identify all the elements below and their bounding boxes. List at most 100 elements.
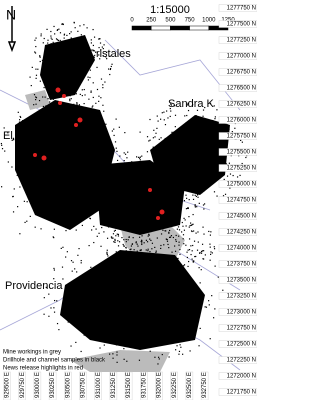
sample-dot xyxy=(98,158,100,160)
sample-dot xyxy=(174,105,176,107)
sample-dot xyxy=(141,240,143,242)
sample-dot xyxy=(226,124,229,126)
sample-dot xyxy=(37,68,39,70)
sample-dot xyxy=(186,197,188,199)
sample-dot xyxy=(186,114,188,117)
sample-dot xyxy=(140,249,142,252)
sample-dot xyxy=(146,328,148,330)
sample-dot xyxy=(208,230,210,233)
sample-dot xyxy=(43,297,45,299)
sample-dot xyxy=(115,251,117,253)
sample-dot xyxy=(61,142,64,144)
sample-dot xyxy=(148,233,150,235)
sample-dot xyxy=(137,156,140,158)
sample-dot xyxy=(145,174,147,176)
sample-dot xyxy=(56,322,59,325)
northing-label: 1275500 N xyxy=(227,150,256,156)
sample-dot xyxy=(124,153,127,155)
sample-dot xyxy=(117,235,120,237)
sample-dot xyxy=(205,140,207,142)
sample-dot xyxy=(114,241,116,243)
sample-dot xyxy=(160,233,163,235)
sample-dot xyxy=(47,42,49,44)
sample-dot xyxy=(109,305,112,307)
arrow xyxy=(7,6,17,53)
sample-dot xyxy=(170,235,173,237)
sample-dot xyxy=(49,91,51,93)
sample-dot xyxy=(33,182,35,184)
sample-dot xyxy=(155,181,157,184)
sample-dot xyxy=(13,188,15,190)
sample-dot xyxy=(161,353,163,356)
sample-dot xyxy=(139,256,141,258)
sample-dot xyxy=(123,162,125,164)
sample-dot xyxy=(111,168,113,171)
sample-dot xyxy=(168,337,170,339)
sample-dot xyxy=(169,115,171,118)
sample-dot xyxy=(130,226,132,228)
sample-dot xyxy=(224,127,227,129)
sample-dot xyxy=(75,75,77,77)
sample-dot xyxy=(52,172,54,174)
sample-dot xyxy=(189,290,192,292)
sample-dot xyxy=(51,77,53,80)
sample-dot xyxy=(99,196,101,199)
sample-dot xyxy=(157,363,159,365)
sample-dot xyxy=(161,193,163,195)
sample-dot xyxy=(213,139,215,142)
sample-dot xyxy=(122,216,124,218)
sample-dot xyxy=(105,171,108,173)
sample-dot xyxy=(147,250,149,252)
sample-dot xyxy=(63,202,65,204)
sample-dot xyxy=(162,144,165,147)
sample-dot xyxy=(210,231,212,233)
sample-dot xyxy=(65,230,67,232)
sample-dot xyxy=(68,51,70,53)
sample-dot xyxy=(113,180,115,182)
northing-label: 1277750 N xyxy=(227,6,256,12)
easting-label: 931750 E xyxy=(141,372,147,398)
sample-dot xyxy=(75,93,77,95)
sample-dot xyxy=(182,126,184,128)
sample-dot xyxy=(68,60,70,62)
sample-dot xyxy=(151,264,153,266)
sample-dot xyxy=(211,295,213,297)
scale-segment xyxy=(208,25,229,31)
sample-dot xyxy=(182,234,185,236)
sample-dot xyxy=(60,247,62,249)
sample-dot xyxy=(128,320,130,322)
sample-dot xyxy=(69,33,71,35)
sample-dot xyxy=(72,261,74,263)
sample-dot xyxy=(183,229,186,231)
sample-dot xyxy=(83,72,85,74)
sample-dot xyxy=(214,118,216,120)
sample-dot xyxy=(52,120,54,123)
sample-dot xyxy=(61,23,63,25)
highlights xyxy=(33,87,165,220)
sample-dot xyxy=(68,104,70,106)
sample-dot xyxy=(231,131,233,133)
sample-dot xyxy=(100,332,103,335)
sample-dot xyxy=(50,55,52,58)
sample-dot xyxy=(204,135,206,137)
sample-dot xyxy=(35,45,37,48)
sample-dot xyxy=(177,190,179,192)
sample-dot xyxy=(176,228,178,230)
sample-dot xyxy=(135,156,138,158)
sample-dot xyxy=(175,239,177,241)
sample-dot xyxy=(185,170,187,172)
sample-dot xyxy=(128,223,130,226)
scale-label: 750 xyxy=(185,18,196,24)
sample-dot xyxy=(155,225,157,227)
sample-dot xyxy=(111,197,113,199)
sample-dot xyxy=(51,209,54,211)
sample-dot xyxy=(153,259,155,261)
sample-dot xyxy=(69,39,71,41)
sample-dot xyxy=(162,272,165,275)
sample-dot xyxy=(157,356,160,358)
sample-dot xyxy=(102,84,104,86)
sample-dot xyxy=(197,241,199,243)
sample-dot xyxy=(83,68,86,70)
sample-dot xyxy=(191,230,193,233)
sample-dot xyxy=(165,238,167,240)
